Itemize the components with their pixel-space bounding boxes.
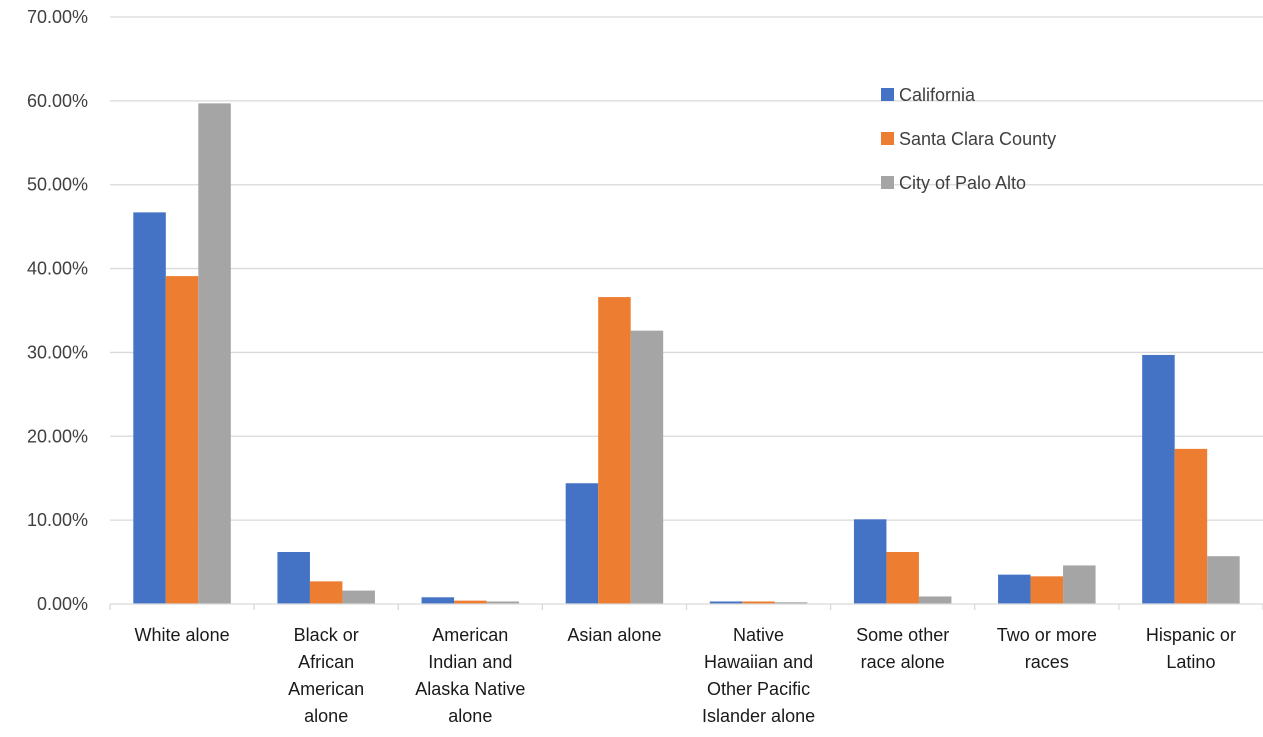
bar xyxy=(853,519,887,604)
y-tick-label: 40.00% xyxy=(27,259,88,279)
bar xyxy=(1063,565,1096,604)
bar xyxy=(277,552,310,604)
x-category-label: White alone xyxy=(135,625,230,645)
legend-label: City of Palo Alto xyxy=(899,173,1026,193)
bar xyxy=(165,276,199,604)
y-tick-label: 70.00% xyxy=(27,7,88,27)
bar xyxy=(1174,448,1208,604)
bar xyxy=(886,552,919,604)
legend: California Santa Clara County City of Palo… xyxy=(881,85,1056,193)
x-axis-category-labels: White alone Black or African American alone A… xyxy=(135,625,1236,726)
y-tick-label: 0.00% xyxy=(37,594,88,614)
x-category-label: Black or African American alone xyxy=(288,625,364,726)
legend-swatch xyxy=(881,88,894,101)
bar xyxy=(742,601,775,604)
bar xyxy=(198,103,231,604)
bar xyxy=(565,483,599,604)
bars xyxy=(133,103,1240,604)
bar xyxy=(342,590,375,604)
bar xyxy=(133,212,166,604)
y-tick-label: 60.00% xyxy=(27,91,88,111)
y-tick-label: 50.00% xyxy=(27,175,88,195)
bar xyxy=(709,601,743,604)
legend-label: Santa Clara County xyxy=(899,129,1056,149)
bar xyxy=(454,600,487,604)
y-tick-label: 20.00% xyxy=(27,426,88,446)
gridlines xyxy=(110,16,1263,521)
y-tick-label: 30.00% xyxy=(27,342,88,362)
x-category-label: Some other race alone xyxy=(856,625,949,672)
legend-swatch xyxy=(881,176,894,189)
legend-label: California xyxy=(899,85,976,105)
bar xyxy=(421,597,455,604)
legend-swatch xyxy=(881,132,894,145)
bar xyxy=(486,601,520,604)
bar xyxy=(630,330,664,604)
x-category-label: Hispanic or Latino xyxy=(1146,625,1236,672)
bar xyxy=(774,602,808,604)
bar xyxy=(309,581,343,604)
bar xyxy=(1207,556,1240,604)
x-category-label: American Indian and Alaska Native alone xyxy=(415,625,525,726)
bar xyxy=(998,574,1031,604)
y-axis-tick-labels: 0.00% 10.00% 20.00% 30.00% 40.00% 50.00% 60.00… xyxy=(27,7,88,614)
x-category-label: Two or more races xyxy=(997,625,1097,672)
y-tick-label: 10.00% xyxy=(27,510,88,530)
bar xyxy=(1030,576,1064,604)
x-category-label: Asian alone xyxy=(567,625,661,645)
bar xyxy=(598,297,631,604)
x-axis xyxy=(109,603,1263,610)
bar xyxy=(1142,354,1175,604)
bar xyxy=(918,596,952,604)
x-category-label: Native Hawaiian and Other Pacific Islander … xyxy=(702,625,815,726)
